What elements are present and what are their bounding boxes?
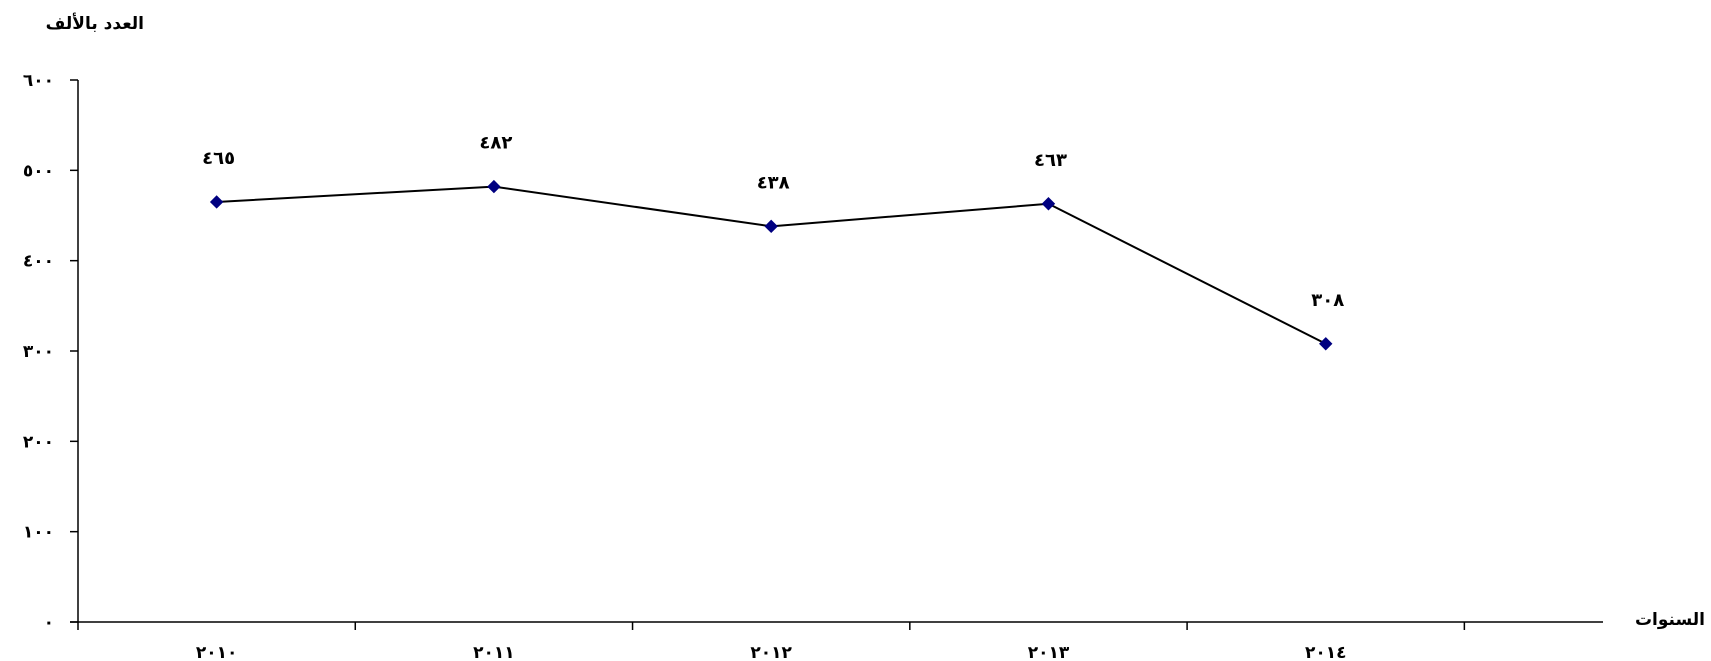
data-label: ٤٣٨ <box>757 172 790 193</box>
y-tick-label: ٤٠٠ <box>23 252 54 272</box>
x-tick-label: ٢٠١١ <box>473 643 515 661</box>
data-series: ٤٦٥ ٤٨٢ ٤٣٨ ٤٦٣ ٣٠٨ <box>202 133 1344 351</box>
x-axis-title: السنوات <box>1635 610 1705 630</box>
data-label: ٤٨٢ <box>479 133 512 154</box>
x-ticks: ٢٠١٠ ٢٠١١ ٢٠١٢ ٢٠١٣ ٢٠١٤ <box>77 622 1466 661</box>
y-tick-label: ٦٠٠ <box>23 71 54 91</box>
y-ticks: ٠ ١٠٠ ٢٠٠ ٣٠٠ ٤٠٠ ٥٠٠ ٦٠٠ <box>23 71 78 633</box>
data-point-marker <box>209 195 224 209</box>
y-tick-label: ٠ <box>44 613 54 633</box>
data-label: ٣٠٨ <box>1311 290 1344 311</box>
data-point-marker <box>487 179 501 194</box>
data-point-marker <box>1041 197 1056 211</box>
x-tick-label: ٢٠١٤ <box>1305 643 1347 661</box>
y-tick-label: ١٠٠ <box>23 523 54 543</box>
y-tick-label: ٢٠٠ <box>23 432 54 452</box>
y-tick-label: ٣٠٠ <box>23 342 54 362</box>
y-axis-title: العدد بالألف <box>46 13 144 34</box>
series-line <box>216 185 1327 345</box>
x-tick-label: ٢٠١٢ <box>750 643 792 661</box>
data-label: ٤٦٥ <box>202 148 235 169</box>
data-point-marker <box>764 219 778 234</box>
data-point-marker <box>1319 337 1333 351</box>
x-tick-label: ٢٠١٣ <box>1028 643 1070 661</box>
y-tick-label: ٥٠٠ <box>23 161 54 181</box>
data-label: ٤٦٣ <box>1034 150 1067 171</box>
x-tick-label: ٢٠١٠ <box>196 643 238 661</box>
